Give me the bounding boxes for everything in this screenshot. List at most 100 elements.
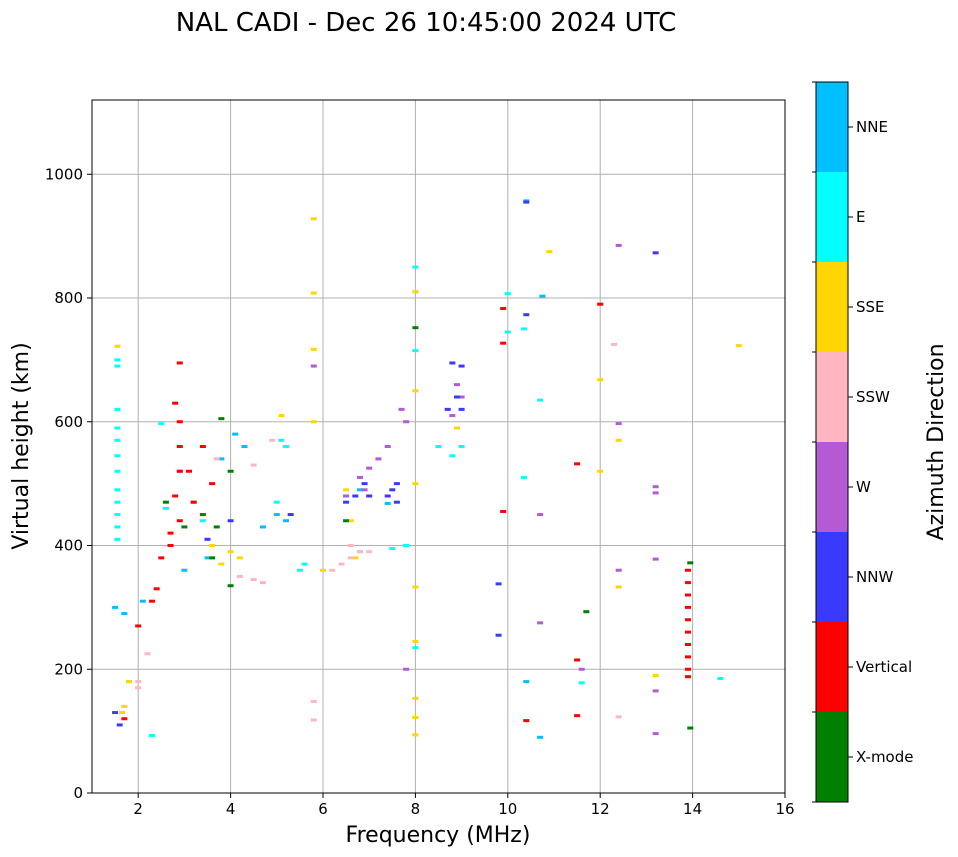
point-e-22 xyxy=(412,349,419,353)
colorbar-segment-e xyxy=(816,172,848,262)
point-vertical-32 xyxy=(209,482,216,486)
point-sse-21 xyxy=(412,733,419,737)
point-sse-12 xyxy=(652,673,659,677)
point-e-20 xyxy=(412,265,419,269)
point-sse-27 xyxy=(236,556,243,560)
point-vertical-34 xyxy=(135,624,142,628)
point-sse-8 xyxy=(597,378,604,382)
point-nne-6 xyxy=(218,457,225,461)
point-nne-19 xyxy=(204,556,211,560)
point-vertical-26 xyxy=(158,556,165,560)
colorbar-label-ssw: SSW xyxy=(856,388,890,406)
point-w-7 xyxy=(652,732,659,736)
point-vertical-18 xyxy=(176,361,183,365)
colorbar-segment-nnw xyxy=(816,532,848,622)
point-w-17 xyxy=(375,457,382,461)
point-sse-9 xyxy=(597,469,604,473)
y-axis-label: Virtual height (km) xyxy=(9,342,34,549)
point-nnw-3 xyxy=(495,633,502,637)
point-ssw-16 xyxy=(269,438,276,442)
point-sse-16 xyxy=(412,482,419,486)
point-vertical-12 xyxy=(684,618,691,622)
point-w-4 xyxy=(652,491,659,495)
point-nne-3 xyxy=(539,294,546,298)
point-nne-16 xyxy=(121,612,128,616)
y-tick-label-1: 200 xyxy=(54,660,83,678)
point-nnw-14 xyxy=(393,482,400,486)
point-vertical-6 xyxy=(574,714,581,718)
point-e-11 xyxy=(114,358,121,362)
point-w-18 xyxy=(366,466,373,470)
point-vertical-10 xyxy=(684,593,691,597)
point-sse-1 xyxy=(310,291,317,295)
point-sse-31 xyxy=(352,556,359,560)
point-e-29 xyxy=(520,475,527,479)
point-w-23 xyxy=(403,667,410,671)
point-e-9 xyxy=(114,407,121,411)
point-ssw-7 xyxy=(338,562,345,566)
point-vertical-0 xyxy=(500,307,507,311)
point-w-11 xyxy=(453,383,460,387)
point-ssw-3 xyxy=(615,715,622,719)
point-nne-15 xyxy=(112,605,119,609)
point-nne-9 xyxy=(259,525,266,529)
point-e-4 xyxy=(114,488,121,492)
colorbar-segment-sse xyxy=(816,262,848,352)
point-sse-30 xyxy=(320,568,326,572)
colorbar-segment-x-mode xyxy=(816,712,848,802)
point-w-3 xyxy=(652,485,659,489)
point-sse-24 xyxy=(119,711,126,715)
point-w-0 xyxy=(615,243,622,247)
point-nne-7 xyxy=(273,513,280,517)
point-vertical-16 xyxy=(684,667,691,671)
point-x-mode-10 xyxy=(162,500,169,504)
point-ssw-4 xyxy=(250,578,257,582)
point-e-15 xyxy=(296,568,303,572)
y-tick-label-0: 0 xyxy=(73,784,83,802)
point-nnw-5 xyxy=(449,361,456,365)
point-sse-20 xyxy=(412,716,419,720)
point-w-16 xyxy=(384,445,391,448)
point-vertical-30 xyxy=(186,469,193,473)
x-tick-label-0: 2 xyxy=(133,800,143,818)
point-ssw-6 xyxy=(236,574,243,578)
point-vertical-3 xyxy=(523,719,530,723)
point-w-10 xyxy=(578,667,585,671)
x-tick-label-4: 10 xyxy=(498,800,517,818)
point-nnw-19 xyxy=(227,519,234,523)
point-vertical-1 xyxy=(500,341,507,345)
point-nne-4 xyxy=(241,445,248,448)
point-vertical-14 xyxy=(684,643,691,646)
colorbar-title: Azimuth Direction xyxy=(924,343,949,540)
point-vertical-2 xyxy=(500,509,507,513)
x-ticks: 2 4 6 8 10 12 14 16 xyxy=(133,793,795,818)
point-nne-8 xyxy=(283,519,290,523)
plot-frame xyxy=(91,99,786,794)
point-e-10 xyxy=(114,364,121,368)
y-ticks: 0 200 400 600 800 1000 xyxy=(45,165,92,802)
point-x-mode-0 xyxy=(687,561,694,565)
colorbar-label-sse: SSE xyxy=(856,298,885,316)
point-vertical-19 xyxy=(172,401,179,405)
point-w-13 xyxy=(449,414,456,418)
point-nnw-10 xyxy=(352,494,359,498)
point-e-36 xyxy=(162,506,169,510)
point-nnw-15 xyxy=(393,500,400,504)
point-vertical-24 xyxy=(176,519,183,523)
point-vertical-11 xyxy=(684,605,691,609)
point-vertical-27 xyxy=(153,587,160,591)
colorbar-label-w: W xyxy=(856,478,871,496)
point-vertical-22 xyxy=(176,469,183,473)
point-sse-29 xyxy=(218,562,225,566)
point-w-21 xyxy=(343,494,350,498)
point-sse-0 xyxy=(310,217,317,221)
point-sse-23 xyxy=(121,704,128,708)
point-e-0 xyxy=(114,537,121,541)
point-nne-18 xyxy=(181,568,188,572)
point-vertical-17 xyxy=(684,675,691,679)
point-x-mode-8 xyxy=(343,519,350,523)
point-nnw-2 xyxy=(495,582,502,586)
x-axis-label: Frequency (MHz) xyxy=(346,823,531,848)
point-sse-6 xyxy=(347,519,354,523)
point-sse-7 xyxy=(546,250,553,254)
